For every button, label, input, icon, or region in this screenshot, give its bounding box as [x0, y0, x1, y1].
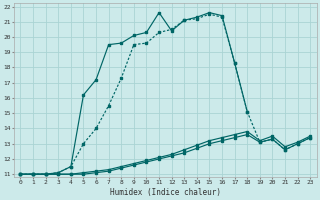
X-axis label: Humidex (Indice chaleur): Humidex (Indice chaleur) [110, 188, 221, 197]
